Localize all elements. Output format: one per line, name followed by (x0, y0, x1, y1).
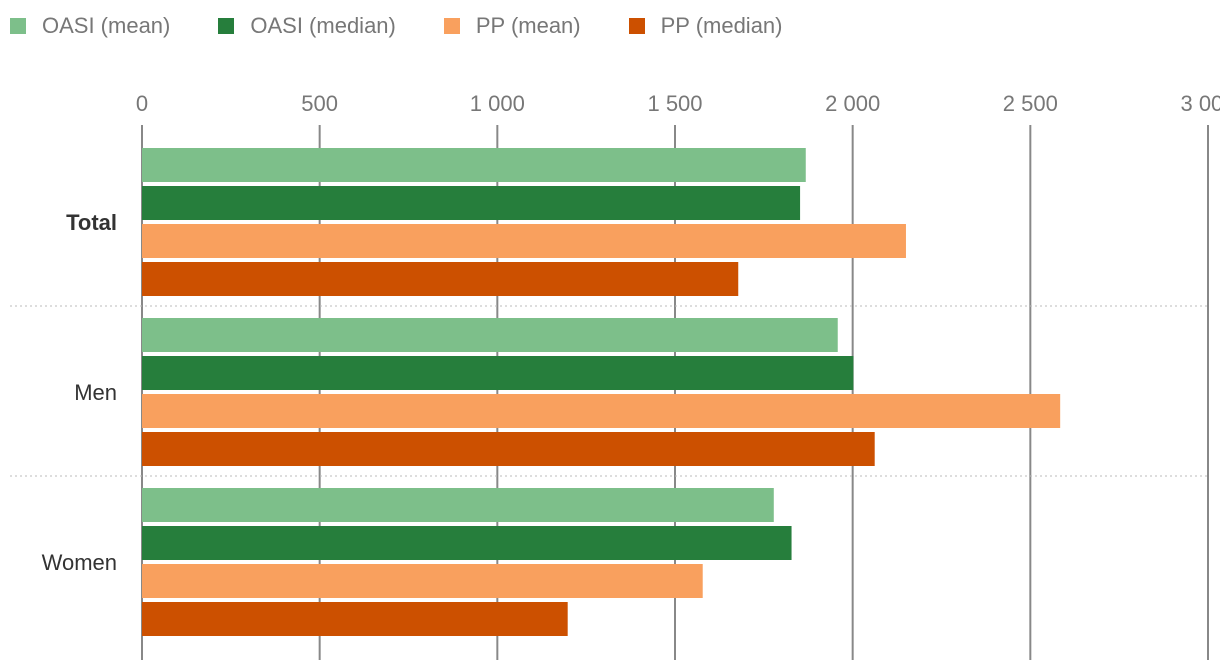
bar (142, 394, 1061, 428)
legend-item: OASI (mean) (0, 13, 170, 39)
category-label: Women (42, 550, 117, 575)
x-tick-label: 0 (136, 91, 148, 116)
legend-label: PP (median) (660, 13, 783, 38)
legend-label: OASI (mean) (42, 13, 171, 38)
legend-swatch (443, 18, 460, 34)
bar (142, 224, 906, 258)
category-label: Total (66, 210, 117, 235)
bar (142, 356, 854, 390)
bar (142, 488, 774, 522)
legend-item: PP (median) (619, 13, 783, 39)
x-tick-label: 500 (301, 91, 338, 116)
bar (142, 432, 875, 466)
bar (142, 526, 792, 560)
x-tick-label: 1 000 (470, 91, 525, 116)
bar (142, 186, 801, 220)
bar (142, 262, 739, 296)
x-tick-label: 2 500 (1003, 91, 1058, 116)
bar (142, 318, 838, 352)
legend-swatch (10, 18, 26, 34)
bar (142, 564, 703, 598)
x-tick-label: 2 000 (825, 91, 880, 116)
category-label: Men (74, 380, 117, 405)
bar (142, 602, 568, 636)
legend-swatch (628, 18, 645, 34)
x-tick-label: 1 500 (647, 91, 702, 116)
bar (142, 148, 806, 182)
legend-swatch (218, 18, 235, 34)
x-tick-label: 3 000 (1180, 91, 1220, 116)
legend-label: PP (mean) (475, 13, 581, 38)
legend-item: PP (mean) (434, 13, 581, 39)
legend-label: OASI (median) (250, 13, 396, 38)
legend: OASI (mean) OASI (median) PP (mean) PP (med… (0, 8, 821, 44)
legend-item: OASI (median) (208, 13, 396, 39)
